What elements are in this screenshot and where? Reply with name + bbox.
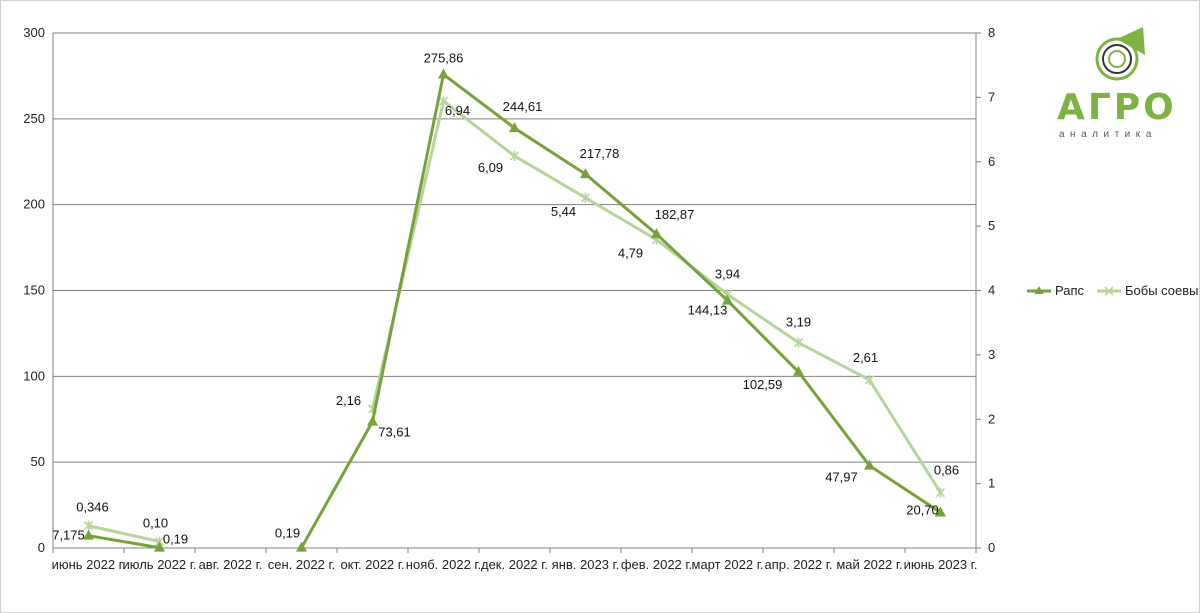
data-label: 7,175 (52, 528, 85, 543)
data-label: 3,94 (715, 266, 740, 281)
point-marker (296, 541, 307, 552)
x-tick-label: июль 2022 г. (123, 557, 197, 572)
left-tick-label: 150 (23, 283, 45, 298)
point-marker (438, 96, 449, 107)
x-tick-label: янв. 2023 г. (552, 557, 620, 572)
x-tick-label: май 2022 г. (836, 557, 902, 572)
right-tick-label: 6 (988, 154, 995, 169)
x-tick-label: авг. 2022 г. (199, 557, 263, 572)
data-label: 275,86 (424, 50, 464, 65)
right-axis-ticks: 0 1 2 3 4 5 6 7 8 (976, 25, 995, 555)
x-tick-label: июнь 2023 г. (904, 557, 978, 572)
point-marker (83, 520, 94, 531)
logo-emblem-icon (1095, 27, 1145, 81)
point-marker (438, 68, 449, 79)
point-marker (651, 228, 662, 239)
point-marker (935, 487, 946, 498)
left-tick-label: 100 (23, 368, 45, 383)
right-tick-label: 2 (988, 411, 995, 426)
right-tick-label: 0 (988, 540, 995, 555)
logo-word: АГРО (1057, 87, 1177, 128)
x-axis-ticks: июнь 2022 г.июль 2022 г. авг. 2022 г. сен.… (52, 548, 978, 572)
data-label: 217,78 (580, 146, 620, 161)
left-tick-label: 0 (38, 540, 45, 555)
point-marker (509, 150, 520, 161)
right-tick-label: 1 (988, 476, 995, 491)
left-tick-label: 250 (23, 111, 45, 126)
data-label: 102,59 (743, 377, 783, 392)
point-marker (83, 529, 94, 540)
legend-marker (1034, 286, 1044, 294)
series-line-0 (88, 534, 160, 550)
left-tick-label: 300 (23, 25, 45, 40)
point-marker (864, 459, 875, 470)
data-label: 73,61 (378, 425, 411, 440)
data-label: 3,19 (786, 315, 811, 330)
point-marker (864, 374, 875, 385)
legend-entry: Бобы соевые (1097, 283, 1199, 298)
x-tick-label: июнь 2022 г. (52, 557, 126, 572)
right-tick-label: 4 (988, 283, 995, 298)
legend-label: Бобы соевые (1125, 283, 1199, 298)
series-line-1 (371, 99, 942, 494)
legend: Рапс Бобы соевые (1027, 283, 1199, 298)
gridlines (53, 32, 976, 463)
legend-marker (1104, 286, 1114, 296)
point-marker (793, 365, 804, 376)
data-label: 20,70 (906, 502, 939, 517)
data-label: 0,86 (934, 463, 959, 478)
x-tick-label: фев. 2022 г. (621, 557, 692, 572)
data-label: 144,13 (688, 303, 728, 318)
right-tick-label: 8 (988, 25, 995, 40)
data-label: 0,346 (76, 500, 109, 515)
series-line-1 (88, 524, 160, 544)
x-tick-label: сен. 2022 г. (268, 557, 335, 572)
data-label: 0,10 (143, 516, 168, 531)
data-label: 6,94 (445, 103, 470, 118)
right-tick-label: 7 (988, 89, 995, 104)
data-label: 47,97 (825, 470, 858, 485)
series-line-0 (300, 72, 942, 549)
point-marker (935, 506, 946, 517)
legend-entry: Рапс (1027, 283, 1085, 298)
point-marker (509, 122, 520, 133)
logo-subtitle: аналитика (1059, 129, 1157, 140)
agro-logo: АГРО аналитика (1057, 27, 1177, 140)
left-tick-label: 200 (23, 197, 45, 212)
data-label: 5,44 (551, 204, 576, 219)
point-marker (722, 294, 733, 305)
x-tick-label: окт. 2022 г. (340, 557, 404, 572)
data-label: 4,79 (618, 246, 643, 261)
x-tick-label: март 2022 г. (692, 557, 764, 572)
x-tick-label: дек. 2022 г. (481, 557, 548, 572)
point-marker (580, 192, 591, 203)
data-label: 0,19 (163, 532, 188, 547)
left-axis-ticks: 0 50 100 150 200 250 300 (23, 25, 45, 555)
x-tick-label: нояб. 2022 г. (406, 557, 481, 572)
data-label: 6,09 (478, 160, 503, 175)
data-label: 244,61 (503, 99, 543, 114)
x-tick-label: апр. 2022 г. (764, 557, 832, 572)
point-marker (367, 415, 378, 426)
data-label: 182,87 (655, 207, 695, 222)
data-label: 0,19 (275, 526, 300, 541)
point-marker (154, 541, 165, 552)
left-tick-label: 50 (31, 454, 45, 469)
right-tick-label: 5 (988, 218, 995, 233)
data-labels: 0,346 0,10 2,16 6,94 6,09 5,44 4,79 3,94 3,19 2,6… (52, 50, 959, 546)
point-marker (793, 337, 804, 348)
right-tick-label: 3 (988, 347, 995, 362)
series-lines (83, 68, 946, 552)
data-label: 2,16 (336, 393, 361, 408)
point-marker (580, 168, 591, 179)
data-label: 2,61 (853, 350, 878, 365)
legend-label: Рапс (1055, 283, 1085, 298)
